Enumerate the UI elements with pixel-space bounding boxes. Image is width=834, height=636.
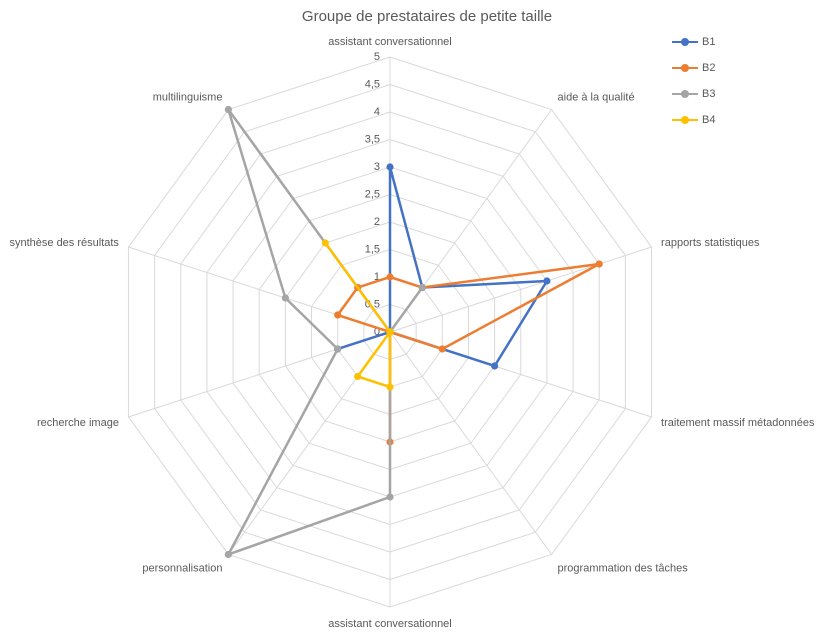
axis-label: programmation des tâches	[558, 562, 689, 574]
series-marker-B2	[438, 345, 446, 353]
radial-tick-label: 0	[374, 326, 380, 338]
axis-label: recherche image	[37, 417, 119, 429]
radial-tick-label: 4	[374, 106, 380, 118]
series-marker-B2	[334, 311, 342, 319]
series-marker-B3	[418, 283, 426, 292]
series-marker-B1	[543, 277, 551, 285]
grid-spoke	[389, 331, 553, 555]
radial-tick-label: 2,5	[365, 189, 380, 201]
chart-legend: B1 B2 B3 B4	[672, 34, 715, 127]
series-marker-B3	[224, 550, 232, 559]
grid-spoke	[389, 246, 652, 333]
radial-tick-label: 1	[374, 271, 380, 283]
legend-item-B4: B4	[672, 112, 715, 127]
series-marker-B2	[595, 260, 603, 268]
axis-label: aide à la qualité	[558, 92, 635, 104]
legend-label: B4	[702, 113, 716, 126]
radial-tick-label: 3,5	[365, 134, 380, 146]
axis-label: assistant conversationnel	[328, 36, 452, 48]
legend-item-B3: B3	[672, 86, 715, 101]
series-marker-B3	[281, 294, 289, 302]
series-marker-B1	[386, 163, 394, 171]
axis-label: personnalisation	[142, 562, 222, 574]
chart-title: Groupe de prestataires de petite taille	[301, 8, 553, 25]
series-marker-B3	[386, 493, 394, 501]
axis-label: traitement massif métadonnées	[661, 417, 815, 429]
series-marker-B1	[491, 362, 499, 370]
radial-tick-label: 1,5	[365, 244, 380, 256]
legend-label: B1	[702, 35, 716, 48]
legend-line-dot-icon	[672, 34, 698, 49]
radial-tick-label: 2	[374, 216, 380, 228]
legend-label: B3	[702, 87, 716, 100]
legend-line-dot-icon	[672, 60, 698, 75]
radial-tick-label: 4,5	[365, 79, 380, 91]
axis-label: rapports statistiques	[661, 237, 760, 249]
axis-label: synthèse des résultats	[9, 237, 119, 249]
legend-line-dot-icon	[672, 112, 698, 127]
series-marker-B2	[386, 273, 394, 281]
legend-item-B2: B2	[672, 60, 715, 75]
series-line-B4	[324, 241, 392, 389]
series-marker-B3	[334, 345, 342, 353]
series-marker-B3	[224, 105, 232, 114]
series-marker-B4	[386, 328, 394, 336]
axis-label: multilinguisme	[153, 92, 223, 104]
axis-label: assistant conversationnel	[328, 618, 452, 630]
radial-tick-label: 3	[374, 161, 380, 173]
legend-item-B1: B1	[672, 34, 715, 49]
series-marker-B4	[386, 383, 394, 391]
legend-line-dot-icon	[672, 86, 698, 101]
radial-tick-label: 5	[374, 51, 380, 63]
series-marker-B4	[354, 372, 362, 381]
legend-label: B2	[702, 61, 716, 74]
series-marker-B4	[321, 239, 329, 247]
